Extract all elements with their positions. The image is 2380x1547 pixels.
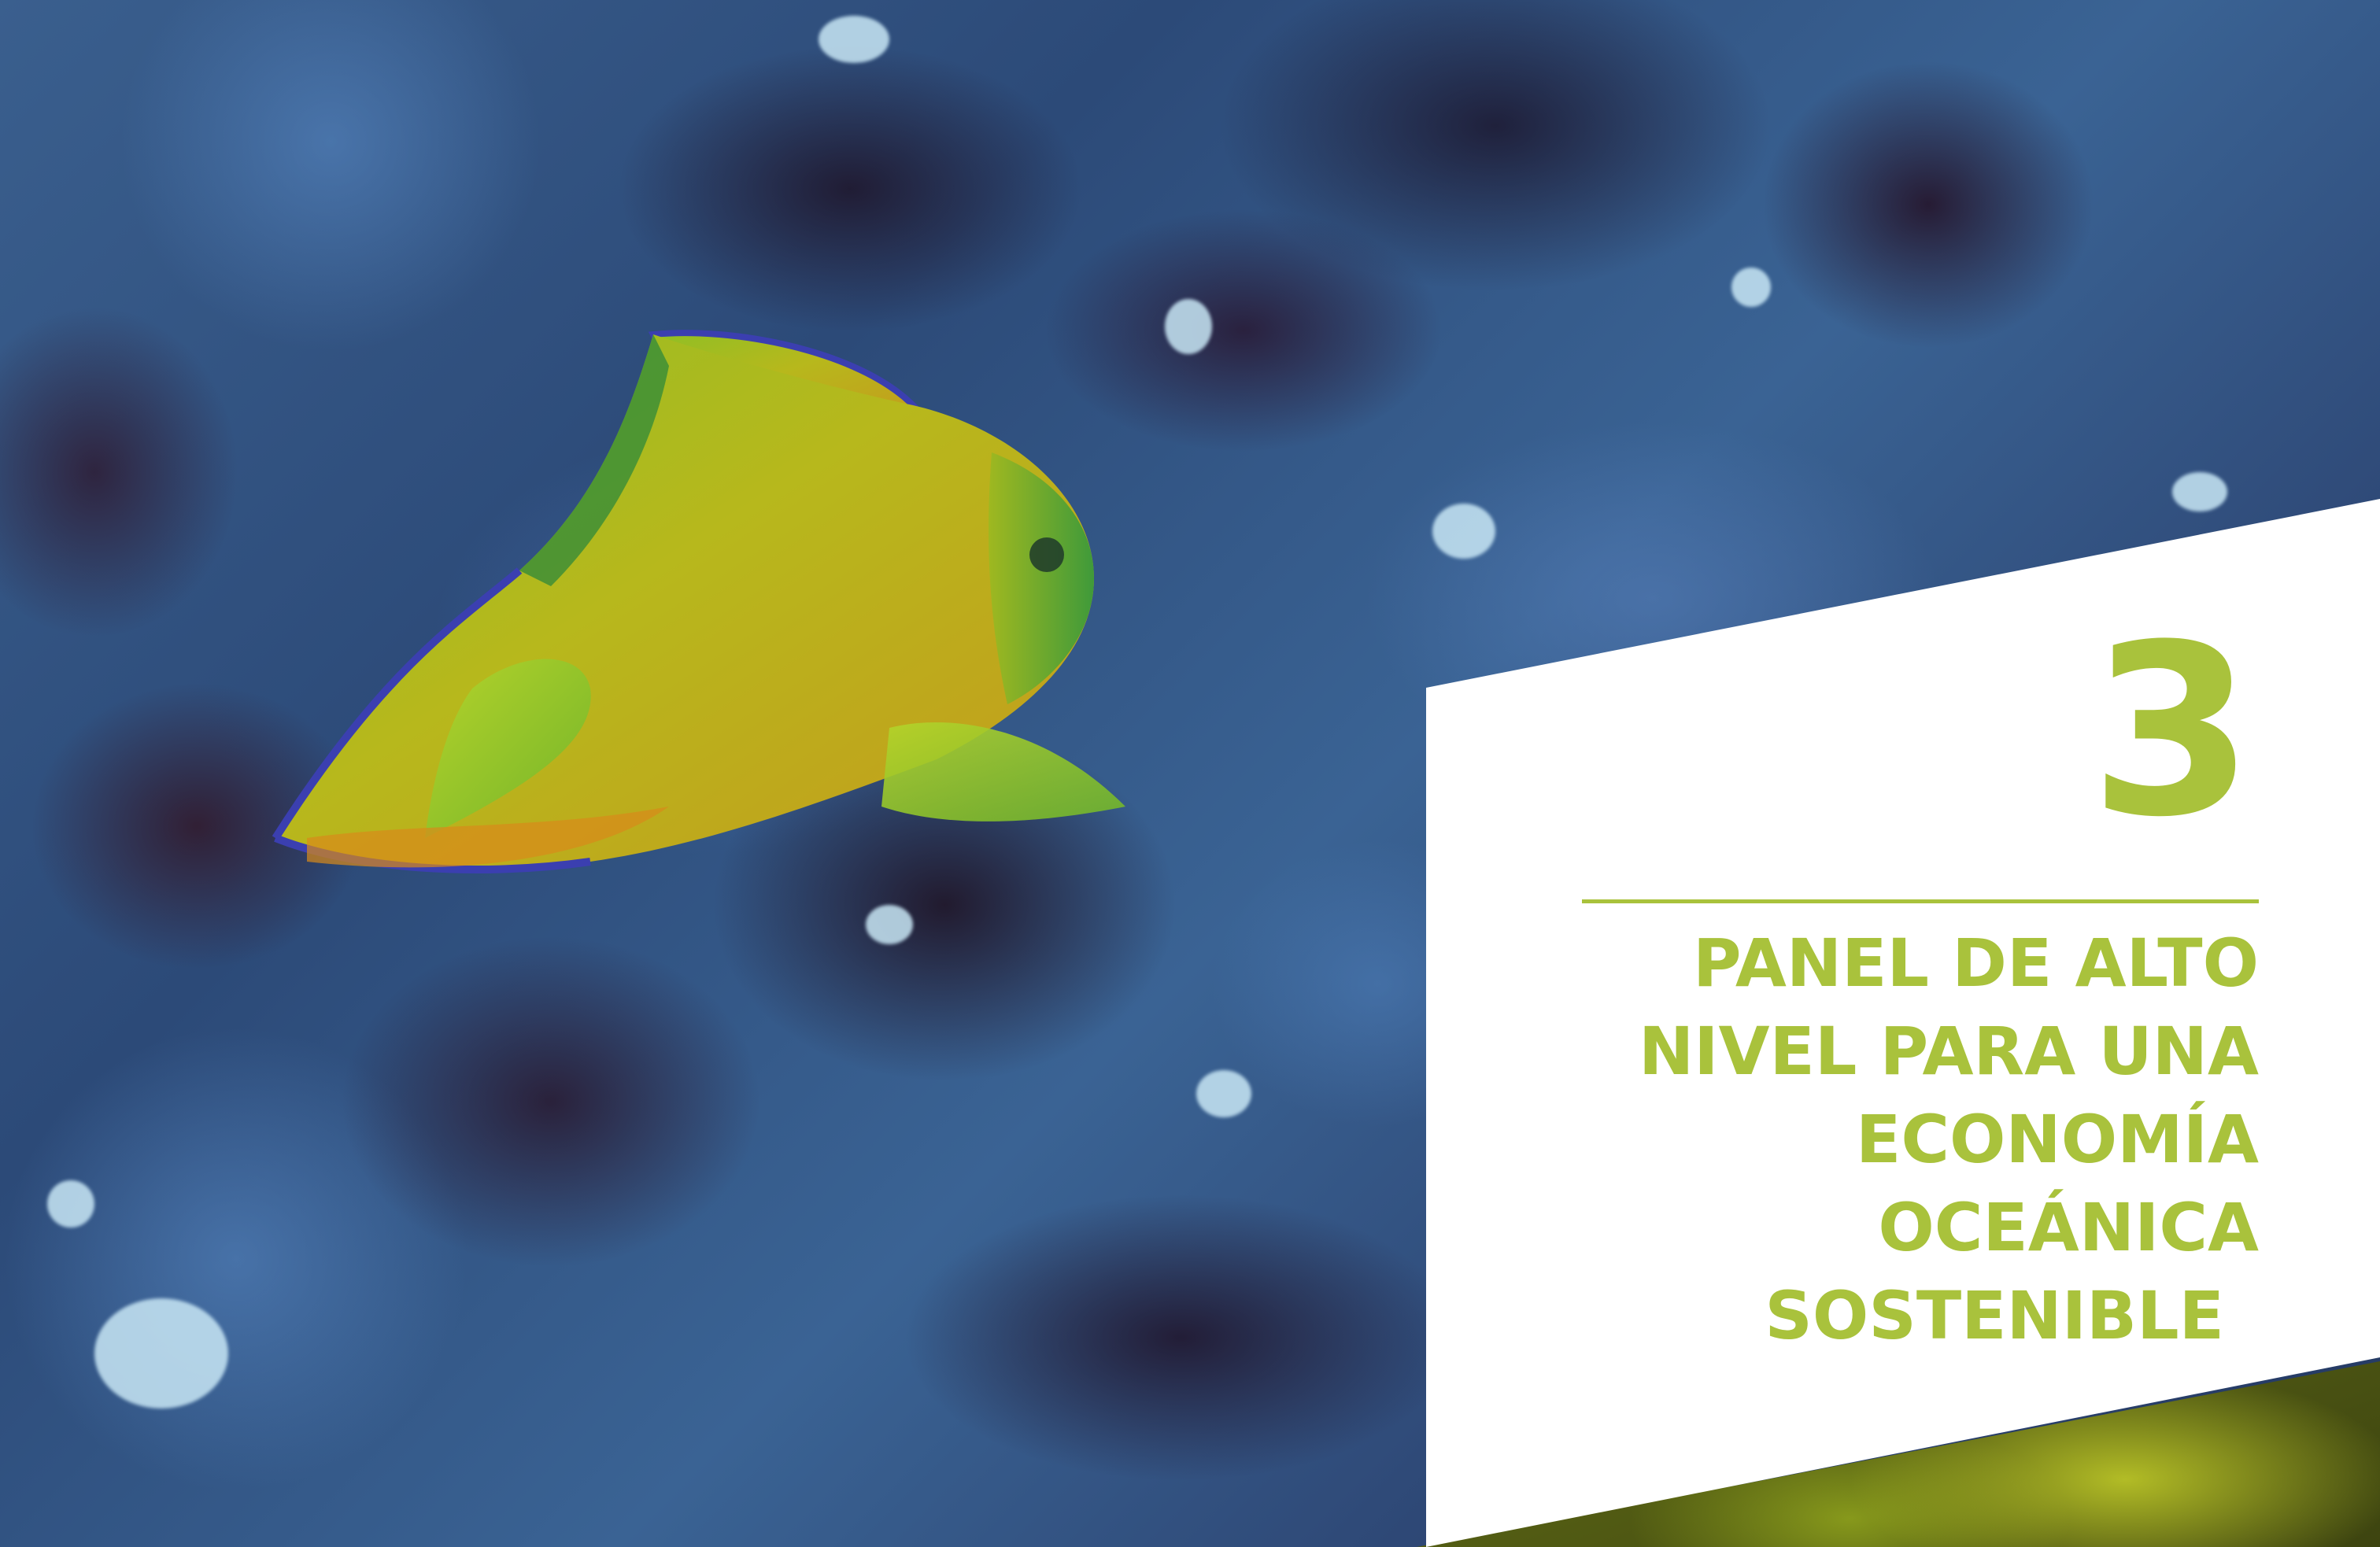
chapter-number: 3 bbox=[2090, 594, 2254, 869]
title-line: OCEÁNICA bbox=[1878, 1189, 2259, 1266]
title-line: SOSTENIBLE bbox=[1765, 1277, 2224, 1354]
title-line: NIVEL PARA UNA bbox=[1638, 1013, 2259, 1090]
title-divider bbox=[1582, 899, 2259, 903]
chapter-title: PANEL DE ALTO NIVEL PARA UNA ECONOMÍA OC… bbox=[1472, 919, 2259, 1360]
title-line: ECONOMÍA bbox=[1856, 1101, 2259, 1178]
title-line: PANEL DE ALTO bbox=[1692, 925, 2259, 1002]
angelfish-illustration bbox=[272, 330, 1125, 873]
